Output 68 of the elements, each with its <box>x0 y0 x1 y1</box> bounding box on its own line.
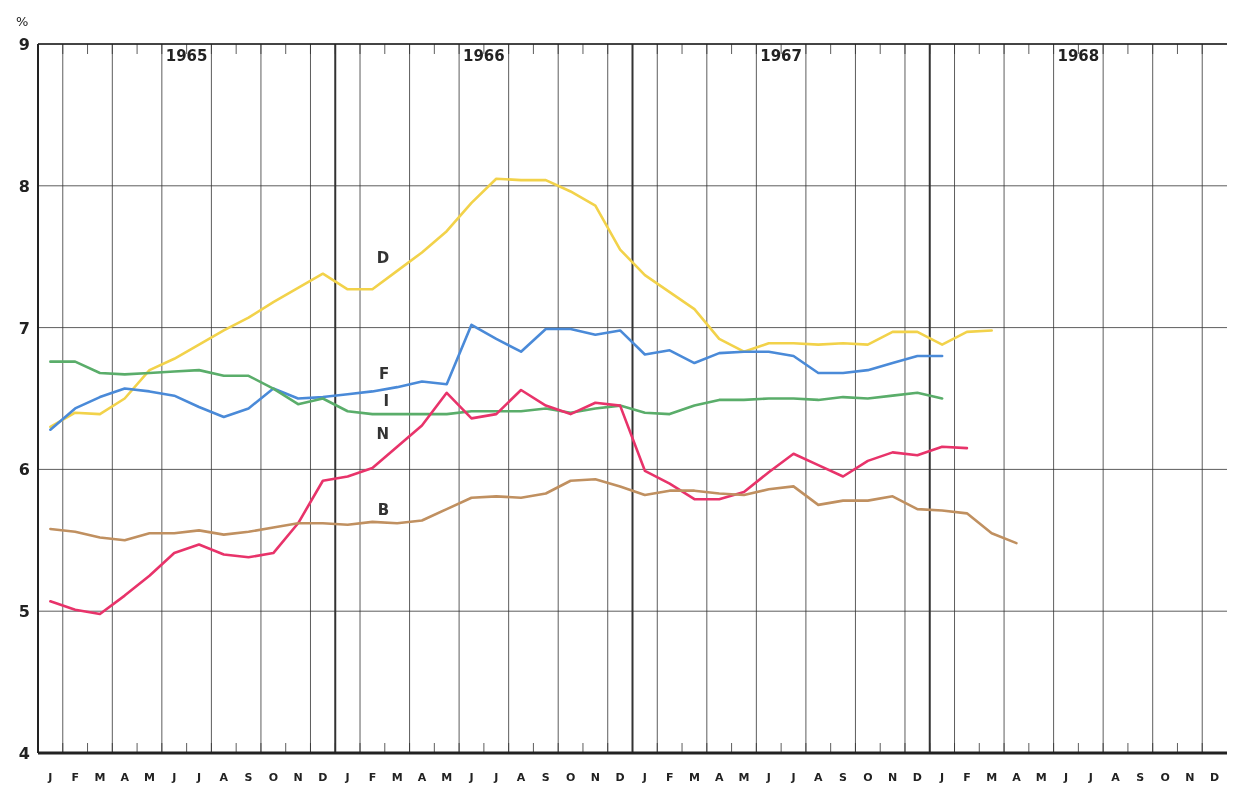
line-series <box>49 360 944 416</box>
x-tick-label: A <box>714 771 724 784</box>
x-tick-label: M <box>441 771 453 784</box>
x-tick-label: D <box>912 771 922 784</box>
x-tick-label: A <box>1012 771 1022 784</box>
x-tick-label: O <box>863 771 873 784</box>
x-tick-label: N <box>293 771 303 784</box>
x-tick-label: A <box>219 771 229 784</box>
x-tick-label: F <box>368 771 377 784</box>
x-tick-label: J <box>47 771 53 784</box>
x-tick-label: M <box>391 771 403 784</box>
x-tick-label: M <box>688 771 700 784</box>
line-series <box>49 478 1018 545</box>
x-tick-label: N <box>590 771 600 784</box>
x-tick-label: J <box>344 771 350 784</box>
x-tick-label: S <box>839 771 848 784</box>
series-label: N <box>376 424 390 443</box>
x-tick-label: D <box>1210 771 1220 784</box>
x-tick-label: F <box>963 771 971 784</box>
x-tick-label: S <box>1136 771 1145 784</box>
x-tick-label: O <box>268 771 278 784</box>
series-label: B <box>377 501 390 520</box>
y-tick-label: 6 <box>18 460 30 480</box>
x-tick-label: D <box>318 771 328 784</box>
x-tick-label: M <box>94 771 106 784</box>
x-tick-label: S <box>541 771 550 784</box>
line-series <box>49 177 993 429</box>
x-tick-label: J <box>1062 771 1069 784</box>
x-tick-label: F <box>665 771 674 784</box>
x-tick-label: J <box>765 771 771 784</box>
x-tick-label: N <box>887 771 898 784</box>
annotation: 1965 <box>165 47 208 65</box>
x-tick-label: M <box>738 771 750 784</box>
y-tick-label: 8 <box>18 176 30 196</box>
x-tick-label: J <box>468 771 474 784</box>
x-tick-label: O <box>1160 771 1170 784</box>
y-tick-label: 7 <box>18 318 30 338</box>
x-tick-label: J <box>641 771 647 784</box>
y-axis-title: % <box>16 14 29 29</box>
x-tick-label: A <box>516 771 526 784</box>
y-tick-label: 4 <box>18 744 30 763</box>
series-label: I <box>383 392 390 411</box>
x-tick-label: S <box>244 771 253 784</box>
annotation: 1968 <box>1057 47 1100 65</box>
y-tick-label: 9 <box>18 35 30 54</box>
x-tick-label: O <box>565 771 576 784</box>
x-tick-label: J <box>171 771 177 784</box>
series-label: F <box>378 365 390 384</box>
annotation: 1966 <box>463 47 505 65</box>
x-tick-label: A <box>814 771 824 784</box>
x-tick-label: N <box>1185 771 1195 784</box>
x-tick-label: M <box>986 771 998 784</box>
x-tick-label: J <box>493 771 499 784</box>
series-label: D <box>376 248 390 267</box>
x-tick-label: D <box>615 771 625 784</box>
line-series <box>49 388 969 616</box>
x-tick-label: A <box>417 771 427 784</box>
x-tick-label: J <box>195 771 202 784</box>
annotation: 1967 <box>760 47 802 65</box>
x-tick-label: M <box>143 771 155 784</box>
y-tick-label: 5 <box>18 602 30 622</box>
x-tick-label: A <box>1111 771 1121 784</box>
x-tick-label: J <box>790 771 796 784</box>
x-tick-label: J <box>939 771 945 784</box>
x-tick-label: F <box>71 771 79 784</box>
x-tick-label: J <box>1087 771 1093 784</box>
x-tick-label: M <box>1035 771 1047 784</box>
x-tick-label: A <box>120 771 130 784</box>
